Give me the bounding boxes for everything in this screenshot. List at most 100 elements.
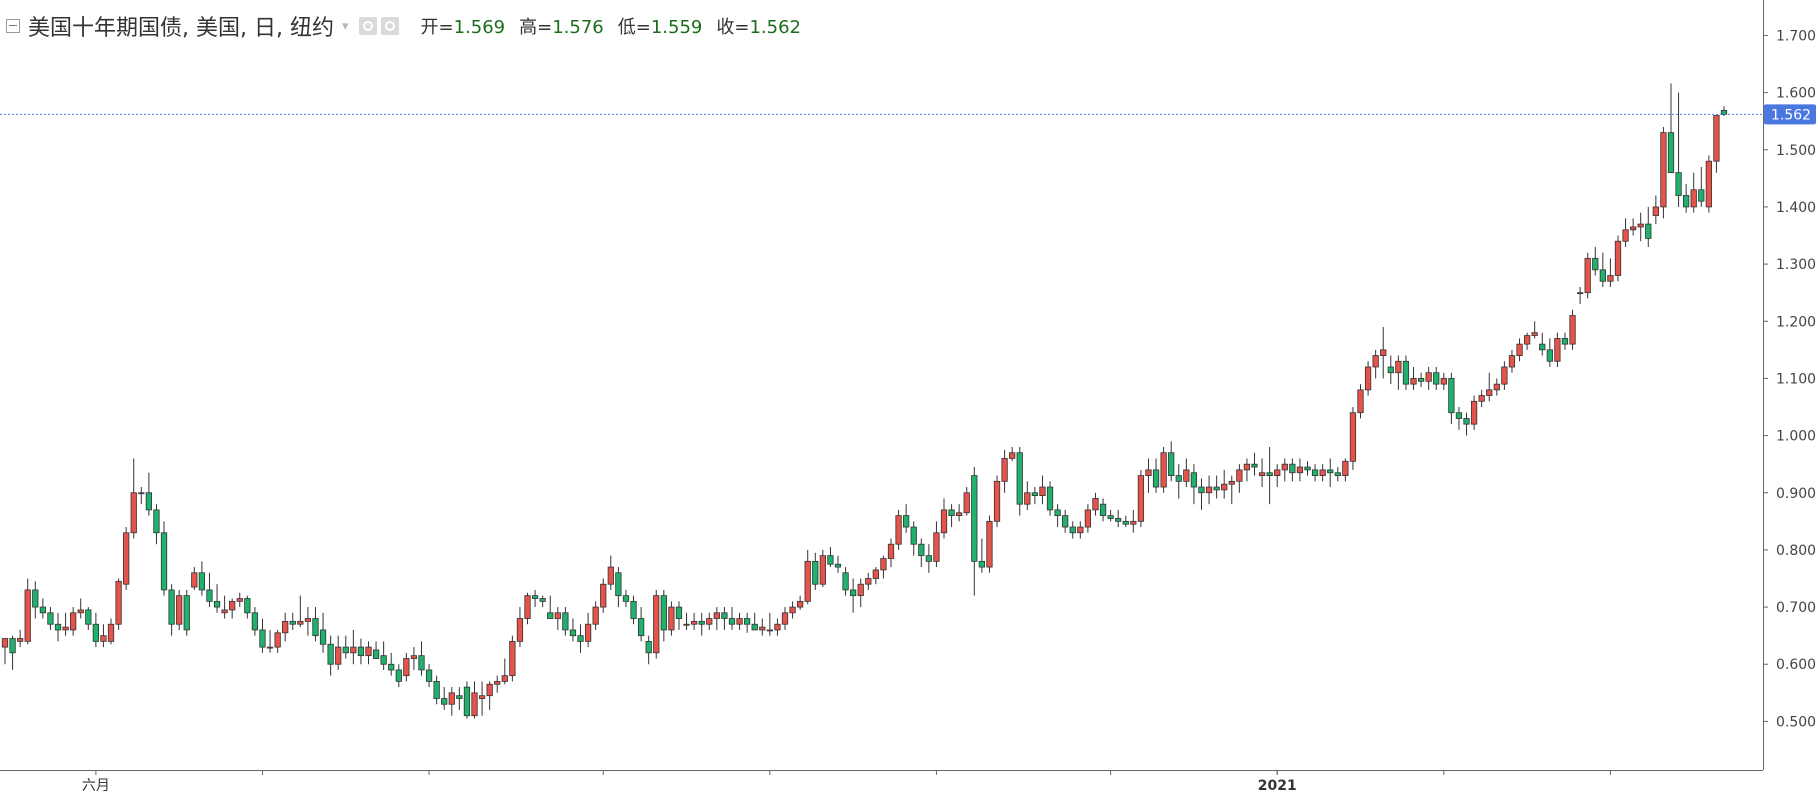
candle-body <box>971 475 978 562</box>
ohlc-open: 开=1.569 <box>420 17 506 38</box>
candle <box>1160 447 1167 493</box>
candle-body <box>1349 412 1357 462</box>
candle-body <box>357 646 365 657</box>
candle-body <box>1 638 9 648</box>
candle-body <box>1501 366 1508 385</box>
candle-body <box>403 658 410 677</box>
candle <box>1463 412 1470 436</box>
candle <box>206 572 213 608</box>
collapse-icon[interactable] <box>6 19 20 33</box>
candle <box>956 504 963 522</box>
candle <box>1084 504 1092 533</box>
candle <box>1205 475 1213 505</box>
candle <box>9 635 16 670</box>
candle <box>365 641 372 665</box>
candle-body <box>743 618 751 625</box>
candle-body <box>993 480 1001 522</box>
candle-body <box>1213 486 1220 491</box>
candle <box>85 607 92 630</box>
candle <box>1584 252 1591 299</box>
candle-body <box>827 555 834 565</box>
candle-body <box>516 618 524 642</box>
y-tick-label: 0.500 <box>1776 714 1816 730</box>
candle-body <box>713 612 720 619</box>
candle-body <box>100 635 107 642</box>
chart-header: 美国十年期国债, 美国, 日, 纽约 ▾ 开=1.569 高=1.576 低=1… <box>0 8 815 44</box>
settings-icon[interactable] <box>380 17 399 35</box>
candle <box>1062 509 1069 533</box>
candle-body <box>1054 509 1061 517</box>
candle-body <box>963 492 970 514</box>
candle <box>1387 355 1394 385</box>
candle <box>1213 475 1220 499</box>
candle-body <box>872 569 879 579</box>
candle <box>804 549 811 605</box>
candle-body <box>819 555 826 585</box>
candle-body <box>850 589 857 597</box>
chevron-down-icon[interactable]: ▾ <box>341 18 349 34</box>
candle-body <box>706 618 713 625</box>
candle-body <box>24 589 31 642</box>
y-tick-label: 1.700 <box>1776 28 1816 44</box>
candle <box>706 612 713 630</box>
candle-body <box>1493 383 1500 391</box>
candle <box>1531 321 1538 339</box>
candle <box>600 578 607 613</box>
candle <box>721 607 728 630</box>
candle <box>1630 218 1637 236</box>
y-tick-label: 0.800 <box>1776 543 1816 559</box>
candle <box>940 498 948 539</box>
candle-body <box>138 492 145 495</box>
candle-body <box>759 626 766 631</box>
candle <box>1289 458 1296 482</box>
candle-body <box>335 646 342 665</box>
candle-body <box>721 612 728 619</box>
symbol-title[interactable]: 美国十年期国债, 美国, 日, 纽约 <box>28 16 334 41</box>
candle <box>615 567 622 608</box>
candle <box>418 641 425 676</box>
candle <box>842 567 849 596</box>
candle <box>1607 258 1614 287</box>
y-tick-label: 1.600 <box>1776 86 1816 102</box>
last-price-tag <box>1764 104 1816 125</box>
candle-body <box>168 589 175 625</box>
candle-body <box>1099 503 1107 517</box>
candle-body <box>395 669 402 682</box>
candle-body <box>130 492 137 534</box>
candle-body <box>637 618 645 637</box>
candle <box>1380 326 1387 379</box>
visibility-icon[interactable] <box>358 17 377 35</box>
candle <box>32 581 39 619</box>
candle-body <box>342 646 349 654</box>
candle-body <box>1130 520 1137 525</box>
candle-body <box>865 578 872 585</box>
candle <box>266 629 274 653</box>
candle <box>62 612 69 636</box>
candle <box>425 664 433 688</box>
y-tick-label: 1.300 <box>1776 257 1816 273</box>
candle-body <box>1251 463 1258 468</box>
candle-body <box>1539 343 1546 351</box>
candle <box>1501 361 1508 390</box>
candle-body <box>751 623 758 631</box>
candle-body <box>1387 366 1394 374</box>
candle <box>963 487 970 516</box>
candle <box>1660 126 1667 219</box>
candle <box>895 509 902 550</box>
candle <box>1425 366 1432 390</box>
candle <box>198 561 206 596</box>
candle <box>1183 458 1190 488</box>
candle <box>925 544 932 573</box>
candle <box>1508 349 1516 373</box>
candle <box>1539 332 1546 356</box>
candle <box>1417 372 1425 388</box>
candle-body <box>365 646 372 657</box>
candle <box>1705 155 1712 213</box>
candle-body <box>107 623 115 642</box>
candle-body <box>17 638 24 642</box>
candle-body <box>804 560 811 602</box>
candle <box>539 595 546 608</box>
candle <box>380 641 387 670</box>
candle-body <box>1531 332 1538 336</box>
